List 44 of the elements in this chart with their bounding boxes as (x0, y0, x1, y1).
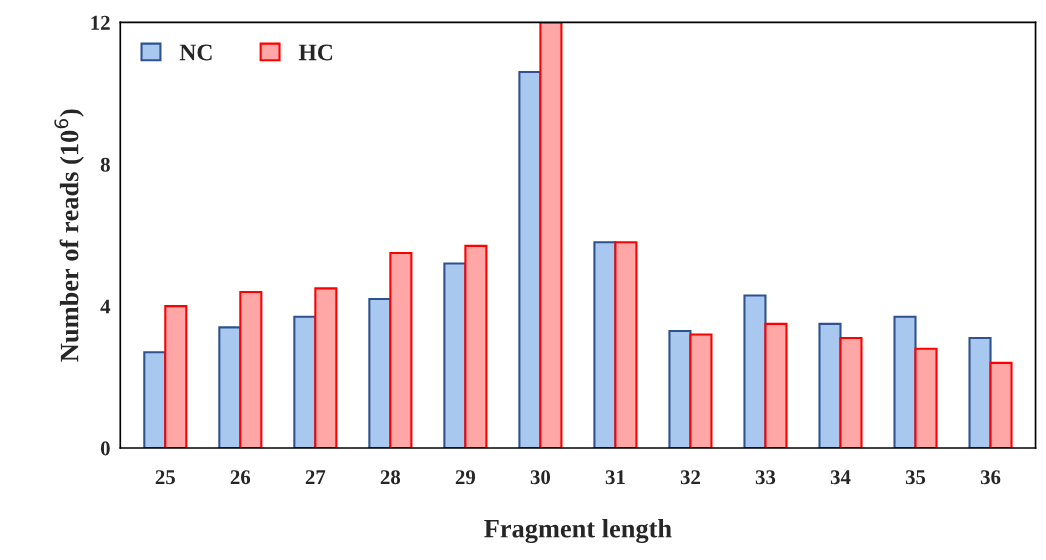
x-tick-label: 32 (680, 470, 700, 485)
y-tick-label: 8 (100, 157, 110, 172)
bar (539, 22, 563, 448)
x-tick-label: 28 (380, 470, 401, 485)
bar (218, 326, 242, 448)
bar (314, 287, 338, 448)
y-tick-label: 4 (100, 299, 111, 314)
bar (293, 315, 317, 448)
x-tick-label: 36 (980, 470, 1001, 485)
x-tick-label: 29 (455, 470, 476, 485)
bar (464, 244, 488, 448)
x-axis-title: Fragment length (484, 518, 672, 544)
y-axis-title: Number of reads (10$^{6}$) (54, 109, 84, 362)
bar (989, 361, 1013, 448)
bar (368, 298, 392, 448)
legend-label: NC (179, 44, 212, 61)
bar (764, 322, 788, 448)
bar (689, 333, 713, 448)
bar (743, 294, 767, 448)
bar (143, 351, 167, 448)
bar (839, 337, 863, 448)
bar (818, 322, 842, 448)
bar (893, 315, 917, 448)
x-tick-label: 25 (155, 470, 175, 485)
legend-label: HC (298, 44, 333, 61)
x-tick-label: 31 (605, 470, 625, 485)
bar (968, 337, 992, 448)
bar (239, 290, 263, 448)
bar (668, 329, 692, 448)
y-tick-label: 0 (100, 441, 110, 456)
bar (389, 251, 413, 448)
bar (614, 241, 638, 448)
x-tick-label: 26 (230, 470, 251, 485)
bar (593, 241, 617, 448)
bar (443, 262, 467, 448)
x-tick-label: 27 (305, 470, 326, 484)
bar (164, 305, 188, 448)
x-tick-label: 34 (830, 470, 851, 485)
x-tick-label: 33 (755, 470, 776, 485)
bar (518, 71, 542, 448)
bar (914, 347, 938, 448)
y-tick-label: 12 (91, 15, 110, 30)
x-tick-label: 35 (905, 470, 926, 485)
x-tick-label: 30 (530, 470, 551, 485)
